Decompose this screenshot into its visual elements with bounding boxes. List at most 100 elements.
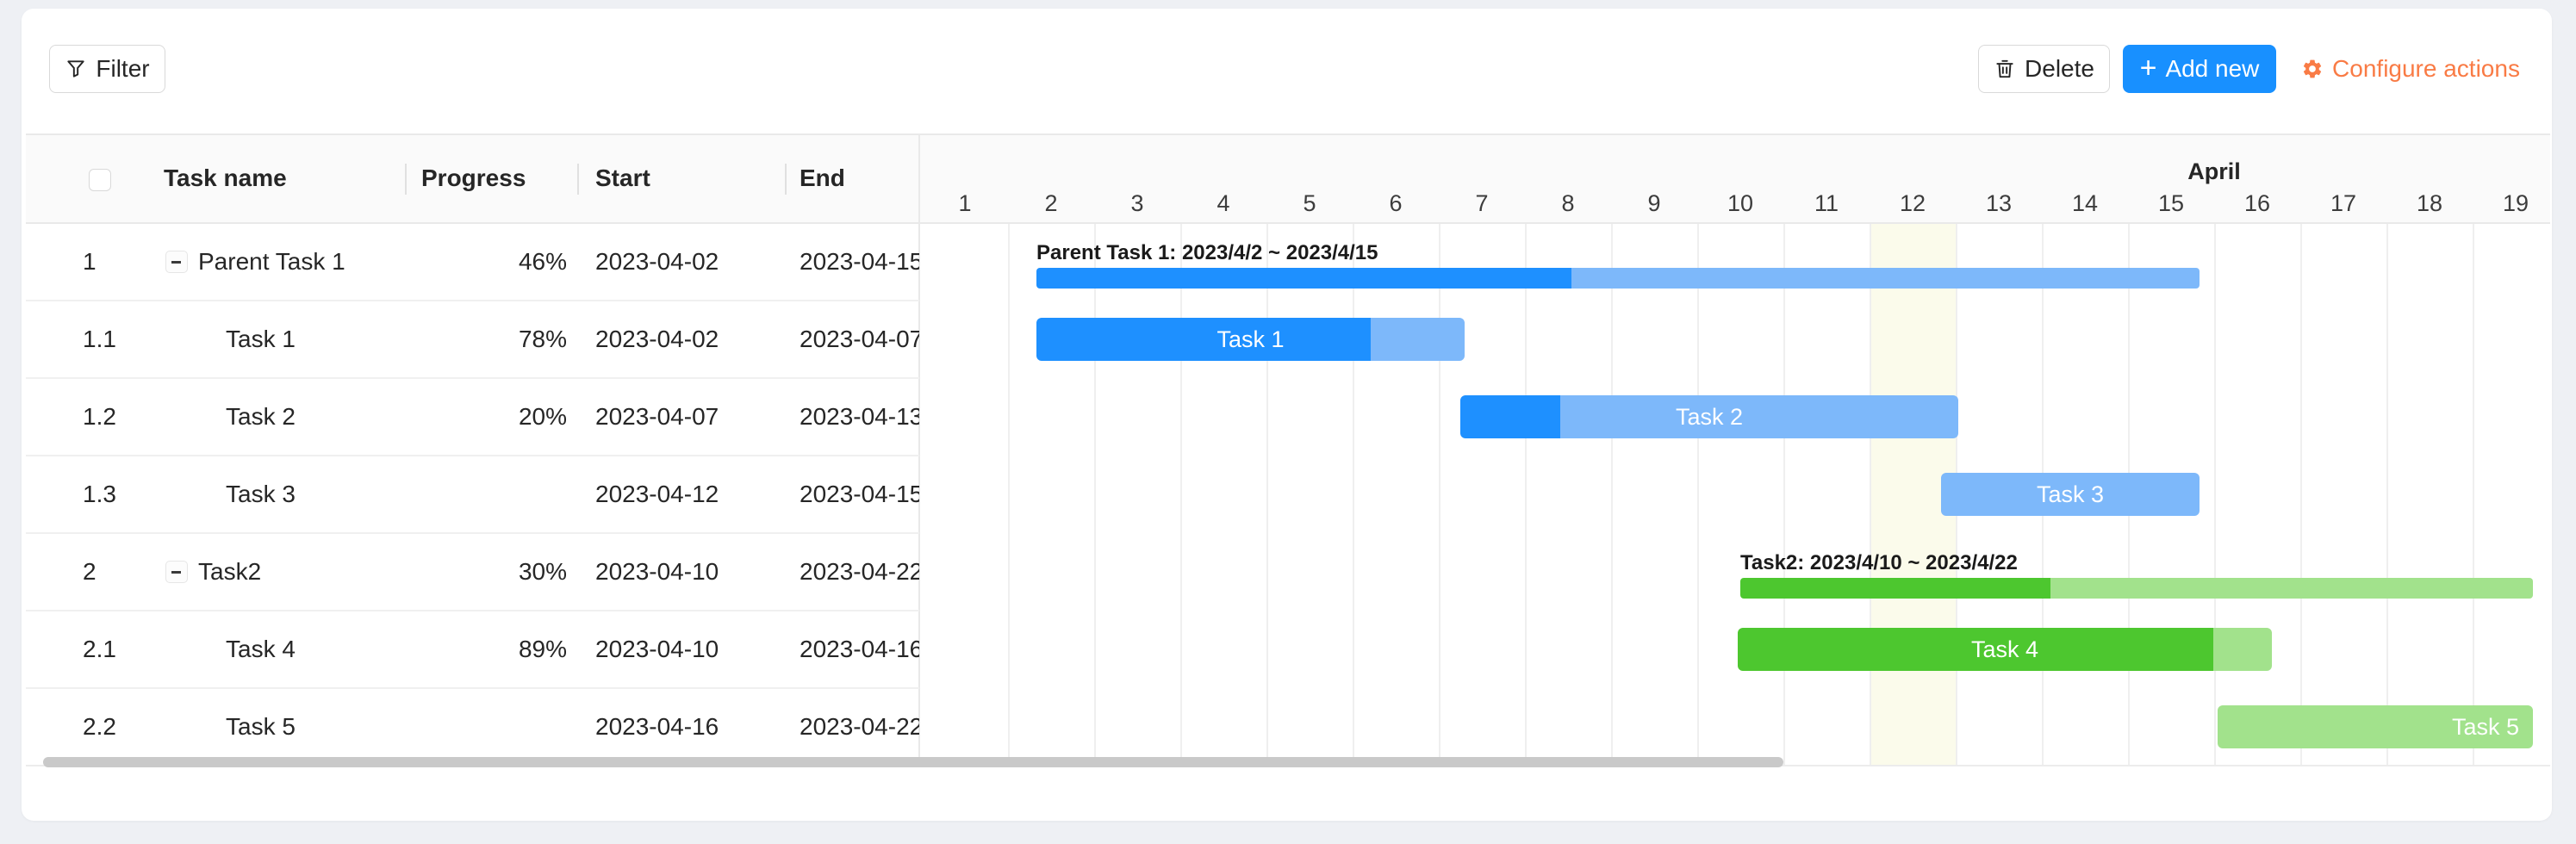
timeline-gridline — [1783, 224, 1785, 765]
row-border — [26, 610, 919, 611]
task-name-cell: Task 4 — [226, 636, 296, 662]
column-header-task-name[interactable]: Task name — [164, 164, 287, 191]
row-number: 1 — [83, 248, 96, 275]
summary-taskbar[interactable] — [1740, 578, 2533, 599]
summary-taskbar-progress — [1740, 578, 2050, 599]
day-header-3: 3 — [1130, 190, 1144, 216]
timeline-gridline — [1266, 224, 1268, 765]
column-separator — [785, 164, 787, 195]
day-header-12: 12 — [1899, 190, 1926, 216]
plus-icon: + — [2139, 51, 2157, 84]
timeline-gridline — [1353, 224, 1354, 765]
column-header-end[interactable]: End — [800, 164, 845, 191]
gear-icon — [2301, 58, 2324, 80]
taskbar-label: Task 5 — [2451, 713, 2519, 740]
task-name-cell: Task 2 — [226, 403, 296, 430]
start-date-cell: 2023-04-10 — [595, 558, 719, 585]
summary-taskbar-progress — [1036, 268, 1571, 289]
taskbar-progress — [1460, 395, 1560, 438]
task-name-cell: Task2 — [198, 558, 262, 585]
summary-bar-label: Parent Task 1: 2023/4/2 ~ 2023/4/15 — [1036, 241, 1378, 264]
delete-button-label: Delete — [2025, 55, 2094, 82]
table-row-2.2[interactable] — [26, 688, 919, 766]
start-date-cell: 2023-04-12 — [595, 481, 719, 507]
end-date-cell: 2023-04-15 — [800, 249, 919, 275]
day-header-5: 5 — [1303, 190, 1316, 216]
row-border — [26, 455, 919, 456]
timeline-gridline — [2386, 224, 2388, 765]
row-border — [26, 377, 919, 379]
table-row-1.3[interactable] — [26, 456, 919, 533]
row-number: 1.1 — [83, 326, 116, 352]
day-header-2: 2 — [1044, 190, 1058, 216]
progress-cell: 20% — [518, 403, 567, 430]
column-separator — [577, 164, 579, 195]
row-number: 1.3 — [83, 481, 116, 507]
end-date-cell: 2023-04-15 — [800, 481, 919, 507]
filter-button[interactable]: Filter — [49, 45, 165, 93]
filter-button-label: Filter — [96, 55, 150, 82]
grid-top-border — [26, 133, 2550, 135]
collapse-toggle[interactable] — [165, 251, 188, 273]
timeline-gridline — [1180, 224, 1182, 765]
end-date-cell: 2023-04-13 — [800, 404, 919, 430]
day-header-15: 15 — [2157, 190, 2185, 216]
row-border — [26, 687, 919, 689]
day-header-17: 17 — [2330, 190, 2357, 216]
delete-button[interactable]: Delete — [1978, 45, 2110, 93]
day-header-1: 1 — [958, 190, 972, 216]
configure-actions-label: Configure actions — [2332, 55, 2520, 82]
progress-cell: 30% — [518, 558, 567, 585]
day-header-11: 11 — [1814, 190, 1839, 216]
add-new-button-label: Add new — [2165, 55, 2260, 82]
collapse-toggle[interactable] — [165, 561, 188, 583]
timeline-gridline — [1611, 224, 1613, 765]
timeline-gridline — [1870, 224, 1871, 765]
taskbar-label: Task 1 — [1216, 326, 1285, 352]
horizontal-scrollbar-thumb[interactable] — [43, 757, 1783, 767]
progress-cell: 89% — [518, 636, 567, 662]
grid-header-bottom-border — [26, 222, 2550, 224]
grid-header-background — [26, 134, 2550, 223]
select-all-checkbox[interactable] — [89, 169, 111, 191]
taskbar-label: Task 4 — [1970, 636, 2039, 662]
row-number: 2.1 — [83, 636, 116, 662]
taskbar[interactable]: Task 5 — [2218, 705, 2533, 748]
timeline-gridline — [1697, 224, 1699, 765]
timeline-gridline — [1525, 224, 1527, 765]
end-date-cell: 2023-04-07 — [800, 326, 919, 352]
taskbar[interactable]: Task 3 — [1941, 473, 2200, 516]
day-header-6: 6 — [1389, 190, 1403, 216]
task-name-cell: Task 5 — [226, 713, 296, 740]
column-header-progress[interactable]: Progress — [421, 164, 526, 191]
month-label: April — [2187, 158, 2241, 184]
day-header-10: 10 — [1727, 190, 1754, 216]
taskbar[interactable]: Task 2 — [1460, 395, 1958, 438]
taskbar-progress — [1036, 318, 1371, 361]
day-header-9: 9 — [1647, 190, 1661, 216]
configure-actions-button[interactable]: Configure actions — [2291, 45, 2530, 93]
start-date-cell: 2023-04-16 — [595, 713, 719, 740]
taskbar[interactable]: Task 4 — [1738, 628, 2272, 671]
start-date-cell: 2023-04-07 — [595, 403, 719, 430]
timeline-gridline — [1094, 224, 1096, 765]
end-date-cell: 2023-04-22 — [800, 559, 919, 585]
day-header-16: 16 — [2243, 190, 2271, 216]
table-chart-divider — [918, 133, 920, 766]
end-date-cell: 2023-04-16 — [800, 636, 919, 662]
day-header-8: 8 — [1561, 190, 1575, 216]
taskbar[interactable]: Task 1 — [1036, 318, 1465, 361]
column-header-start[interactable]: Start — [595, 164, 650, 191]
start-date-cell: 2023-04-02 — [595, 248, 719, 275]
timeline-gridline — [2473, 224, 2474, 765]
row-number: 2 — [83, 558, 96, 585]
task-name-cell: Task 3 — [226, 481, 296, 507]
row-number: 1.2 — [83, 403, 116, 430]
end-date-cell: 2023-04-22 — [800, 714, 919, 740]
task-name-cell: Task 1 — [226, 326, 296, 352]
day-header-19: 19 — [2502, 190, 2529, 216]
row-border — [26, 532, 919, 534]
summary-taskbar[interactable] — [1036, 268, 2200, 289]
add-new-button[interactable]: + Add new — [2123, 45, 2276, 93]
task-name-cell: Parent Task 1 — [198, 248, 345, 275]
